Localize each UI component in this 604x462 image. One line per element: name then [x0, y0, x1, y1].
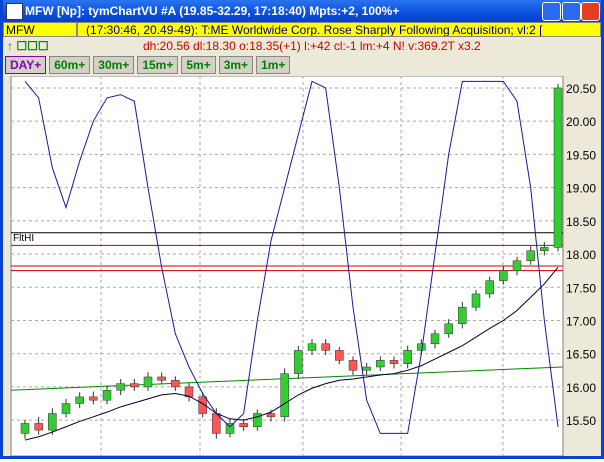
candle-body	[75, 396, 84, 404]
candle-body	[321, 343, 330, 351]
candle-body	[376, 360, 385, 368]
candle-body	[444, 323, 453, 335]
candle-body	[280, 373, 289, 418]
y-tick-label: 17.00	[566, 314, 596, 328]
candle-body	[61, 403, 71, 414]
candle-body	[362, 366, 371, 371]
candle-body	[389, 360, 399, 364]
candle-body	[335, 350, 344, 361]
info-row: MFW (17:30:46, 20.49-49): T:ME Worldwide…	[3, 22, 601, 37]
level-label: FltHI	[13, 233, 34, 244]
candle-body	[102, 389, 112, 401]
y-tick-label: 15.50	[566, 414, 596, 428]
candle-body	[253, 413, 262, 428]
candle-body	[157, 376, 166, 381]
y-tick-label: 19.50	[566, 148, 596, 162]
candle-body	[116, 383, 125, 391]
maximize-button[interactable]	[562, 2, 581, 21]
stats: dh:20.56 dl:18.30 o:18.35(+1) l:+42 cl:-…	[143, 39, 481, 53]
candle-body	[458, 306, 467, 325]
minimize-button[interactable]	[542, 2, 561, 21]
candle-body	[512, 260, 522, 271]
chart: 15.50 16.00 16.50 17.00 17.50 18.00 18.50 19.00…	[10, 76, 596, 456]
interval-button[interactable]: 1m+	[256, 56, 291, 74]
candle-body	[553, 87, 563, 248]
stats-row: ↑ ☐☐☐ dh:20.56 dl:18.30 o:18.35(+1) l:+4…	[3, 37, 601, 56]
candle-body	[34, 423, 43, 431]
candle-body	[540, 247, 549, 251]
candle-body	[198, 396, 207, 414]
candle-body	[20, 423, 30, 434]
interval-button[interactable]: 15m+	[137, 56, 179, 74]
candle-body	[526, 250, 535, 261]
title-bar: MFW [Np]: tymChartVU #A (19.85-32.29, 17…	[3, 0, 601, 22]
indicator-line	[24, 267, 559, 441]
candle-body	[499, 270, 508, 281]
headline: (17:30:46, 20.49-49): T:ME Worldwide Cor…	[77, 22, 601, 37]
candle-body	[184, 386, 194, 398]
candle-body	[48, 413, 57, 431]
candle-body	[143, 376, 153, 388]
candle-body	[225, 423, 235, 434]
candle-body	[417, 343, 426, 351]
window-title: MFW [Np]: tymChartVU #A (19.85-32.29, 17…	[25, 4, 400, 18]
y-tick-label: 20.00	[566, 115, 596, 129]
interval-button[interactable]: DAY+	[5, 56, 47, 74]
candle-body	[294, 350, 303, 374]
candle-body	[307, 343, 317, 351]
y-tick-label: 16.50	[566, 348, 596, 362]
interval-button[interactable]: 30m+	[93, 56, 135, 74]
candle-body	[171, 380, 180, 388]
candle-body	[471, 293, 481, 308]
interval-bar: DAY+ 60m+ 30m+ 15m+ 5m+ 3m+ 1m+	[3, 56, 601, 75]
candle-body	[348, 360, 358, 371]
y-tick-label: 19.00	[566, 182, 596, 196]
y-tick-label: 17.50	[566, 281, 596, 295]
y-tick-label: 18.50	[566, 215, 596, 229]
interval-button[interactable]: 5m+	[181, 56, 216, 74]
interval-button[interactable]: 60m+	[49, 56, 91, 74]
candle-body	[485, 280, 494, 295]
interval-button[interactable]: 3m+	[218, 56, 254, 74]
candle-body	[403, 350, 412, 364]
candle-body	[266, 413, 276, 418]
close-button[interactable]	[581, 2, 600, 21]
candle-body	[239, 423, 248, 428]
candle-body	[430, 333, 440, 344]
y-tick-label: 20.50	[566, 82, 596, 96]
y-tick-label: 16.00	[566, 381, 596, 395]
y-tick-label: 18.00	[566, 248, 596, 262]
candle-body	[89, 396, 98, 401]
indicator-line	[24, 80, 559, 434]
candle-body	[130, 383, 139, 388]
symbol: MFW	[3, 22, 77, 37]
